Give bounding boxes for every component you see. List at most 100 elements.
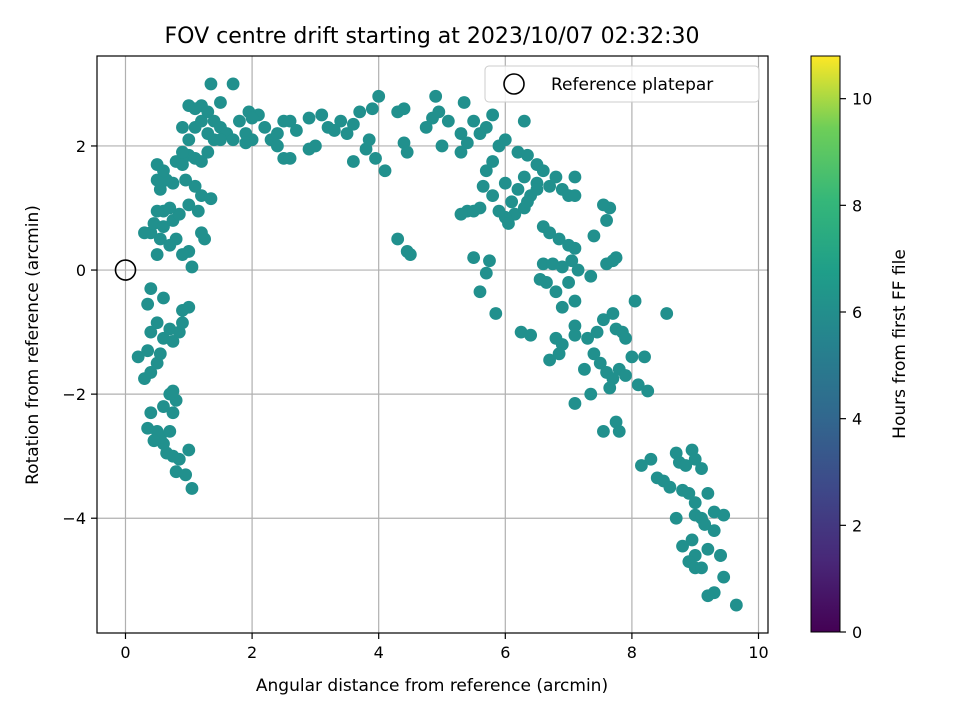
data-point — [141, 344, 155, 358]
data-point — [502, 217, 515, 230]
data-point — [214, 133, 227, 147]
data-point — [517, 114, 531, 128]
data-point — [302, 142, 316, 156]
data-point — [166, 384, 180, 398]
data-point — [688, 452, 702, 466]
data-point — [144, 282, 158, 296]
data-point — [597, 424, 610, 438]
data-point — [688, 496, 702, 510]
data-point — [479, 164, 493, 178]
data-point — [201, 105, 215, 119]
data-point — [432, 105, 446, 119]
data-point — [195, 114, 208, 128]
data-point — [498, 176, 512, 190]
data-point — [695, 561, 708, 575]
data-point — [498, 133, 512, 147]
data-point — [568, 328, 582, 342]
data-point — [369, 151, 382, 165]
data-point — [457, 96, 471, 109]
data-point — [166, 406, 180, 420]
data-point — [568, 294, 582, 308]
data-point — [195, 226, 208, 240]
data-point — [163, 424, 177, 438]
data-point — [157, 400, 170, 413]
data-point — [429, 89, 443, 103]
data-point — [179, 173, 193, 187]
data-point — [172, 207, 186, 221]
data-point — [505, 195, 519, 209]
data-point — [467, 251, 481, 265]
data-point — [150, 248, 164, 261]
data-point — [397, 102, 411, 116]
colorbar-tick-label: 0 — [852, 623, 862, 642]
data-point — [568, 189, 582, 202]
data-point — [191, 204, 205, 218]
data-point — [144, 366, 158, 379]
colorbar-tick-label: 2 — [852, 516, 862, 535]
data-point — [644, 452, 658, 466]
data-point — [169, 465, 183, 479]
data-point — [479, 120, 493, 134]
x-tick-label: 10 — [748, 643, 768, 662]
data-point — [555, 260, 569, 274]
data-point — [176, 158, 189, 171]
data-point — [669, 511, 683, 525]
data-point — [454, 127, 468, 140]
data-point — [419, 120, 433, 134]
data-point — [552, 347, 566, 361]
data-point — [214, 96, 227, 109]
data-point — [631, 378, 645, 392]
data-point — [476, 179, 490, 193]
data-point — [714, 549, 727, 562]
data-point — [612, 424, 626, 438]
data-point — [153, 347, 167, 361]
data-points — [131, 77, 743, 612]
data-point — [581, 331, 594, 345]
data-point — [568, 241, 582, 255]
data-point — [584, 387, 598, 401]
data-point — [271, 127, 284, 140]
data-point — [185, 482, 199, 495]
data-point — [176, 303, 189, 317]
data-point — [188, 102, 202, 116]
data-point — [483, 254, 496, 268]
data-point — [701, 487, 715, 500]
data-point — [176, 248, 189, 261]
data-point — [578, 362, 591, 376]
x-tick-label: 2 — [247, 643, 257, 662]
colorbar-tick-label: 10 — [852, 90, 872, 109]
data-point — [628, 294, 642, 308]
data-point — [340, 127, 354, 140]
data-point — [597, 198, 610, 212]
data-point — [176, 145, 189, 159]
grid-lines — [97, 56, 768, 633]
data-point — [473, 285, 487, 299]
colorbar-tick-label: 4 — [852, 410, 862, 429]
data-point — [679, 459, 693, 472]
data-point — [587, 347, 601, 361]
data-point — [717, 570, 731, 584]
data-point — [157, 291, 170, 305]
data-point — [606, 307, 620, 320]
data-point — [271, 139, 284, 153]
data-point — [571, 263, 585, 277]
data-point — [153, 232, 167, 246]
data-point — [195, 155, 208, 168]
data-point — [511, 182, 525, 196]
data-point — [486, 189, 500, 202]
data-point — [176, 316, 189, 330]
data-point — [536, 164, 550, 178]
data-point — [365, 102, 379, 116]
data-point — [492, 204, 506, 218]
data-point — [590, 325, 604, 339]
legend-entry-reference-platepar: Reference platepar — [551, 75, 713, 95]
data-point — [454, 145, 468, 159]
data-point — [144, 406, 158, 420]
data-point — [533, 272, 547, 286]
chart-title: FOV centre drift starting at 2023/10/07 … — [165, 24, 700, 49]
data-point — [166, 334, 180, 348]
data-point — [290, 124, 303, 137]
data-point — [701, 542, 715, 556]
data-point — [555, 300, 569, 314]
data-point — [315, 108, 329, 122]
